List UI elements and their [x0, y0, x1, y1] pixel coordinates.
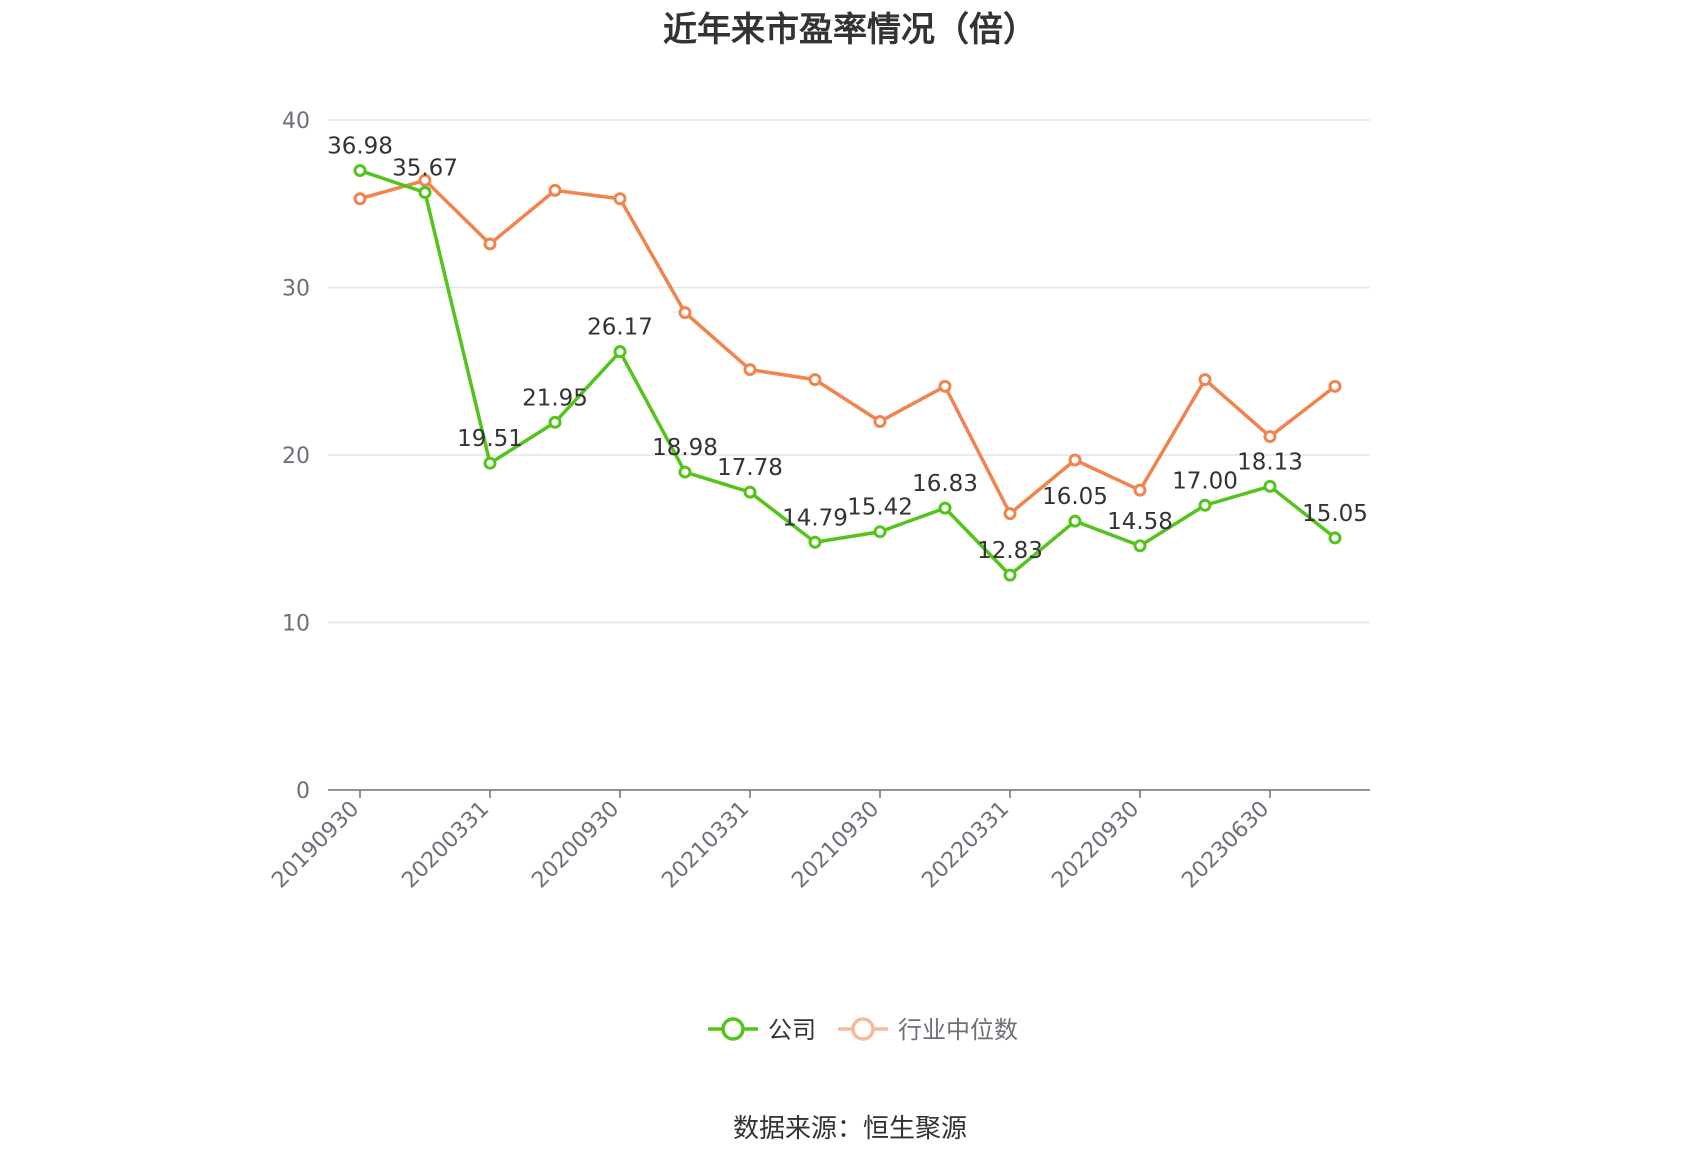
series-line-0: [359, 168, 1337, 577]
legend-marker-company: [721, 1017, 745, 1041]
series-layer: [353, 164, 1342, 582]
y-tick-label: 40: [282, 109, 310, 134]
x-tick-label: 20220331: [917, 797, 1014, 894]
data-point: [1328, 531, 1342, 545]
data-point: [548, 415, 562, 429]
data-point: [743, 363, 757, 377]
data-label: 17.00: [1172, 468, 1238, 494]
data-label: 21.95: [522, 385, 588, 411]
x-tick-label: 20230630: [1177, 797, 1274, 894]
y-tick-label: 0: [296, 779, 310, 804]
legend-label-company: 公司: [768, 1016, 816, 1044]
series-line-1: [359, 178, 1337, 516]
data-label: 17.78: [717, 455, 783, 481]
x-tick-label: 20200331: [397, 797, 494, 894]
data-point: [1198, 498, 1212, 512]
data-label: 36.98: [327, 134, 393, 160]
data-label: 19.51: [457, 426, 523, 452]
data-point: [418, 186, 432, 200]
data-label: 15.05: [1302, 501, 1368, 527]
data-label: 18.13: [1237, 449, 1303, 475]
x-tick-label: 20210331: [657, 797, 754, 894]
data-label: 26.17: [587, 315, 653, 341]
data-point: [938, 379, 952, 393]
data-label: 12.83: [977, 538, 1043, 564]
data-point: [1133, 483, 1147, 497]
data-point: [1328, 379, 1342, 393]
x-tick-label: 20190930: [267, 797, 364, 894]
data-point: [808, 373, 822, 387]
data-label: 16.83: [912, 471, 978, 497]
y-tick-label: 30: [282, 277, 310, 302]
data-label: 14.79: [782, 505, 848, 531]
data-point: [873, 525, 887, 539]
data-point: [1133, 539, 1147, 553]
data-point: [353, 164, 367, 178]
data-label: 15.42: [847, 495, 913, 521]
legend-label-industry: 行业中位数: [898, 1016, 1018, 1044]
data-point: [483, 237, 497, 251]
data-point: [1068, 514, 1082, 528]
data-point: [613, 345, 627, 359]
x-tick-label: 20200930: [527, 797, 624, 894]
chart-title: 近年来市盈率情况（倍）: [663, 10, 1037, 50]
x-tick-label: 20220930: [1047, 797, 1144, 894]
data-label: 14.58: [1107, 509, 1173, 535]
data-point: [353, 192, 367, 206]
data-point: [1003, 568, 1017, 582]
data-point: [678, 465, 692, 479]
data-point: [548, 183, 562, 197]
grid-lines: [328, 119, 1370, 624]
data-point: [873, 415, 887, 428]
data-label: 18.98: [652, 435, 718, 461]
data-point: [678, 306, 692, 320]
data-label: 35.67: [392, 156, 458, 182]
data-point: [1263, 430, 1277, 444]
data-label: 16.05: [1042, 484, 1108, 510]
legend-marker-industry: [851, 1017, 875, 1041]
y-tick-label: 20: [282, 444, 310, 469]
source-note: 数据来源：恒生聚源: [732, 1114, 967, 1144]
y-tick-label: 10: [282, 612, 310, 637]
data-point: [938, 501, 952, 515]
legend: 公司 行业中位数: [708, 1016, 1018, 1044]
x-tick-label: 20210930: [787, 797, 884, 894]
data-point: [483, 456, 497, 470]
data-point: [1003, 507, 1017, 521]
data-point: [1198, 373, 1212, 387]
data-point: [418, 173, 432, 187]
data-point: [808, 535, 822, 549]
data-point: [1068, 453, 1082, 467]
data-point: [1263, 479, 1277, 493]
data-point: [613, 192, 627, 206]
data-point: [743, 485, 757, 499]
